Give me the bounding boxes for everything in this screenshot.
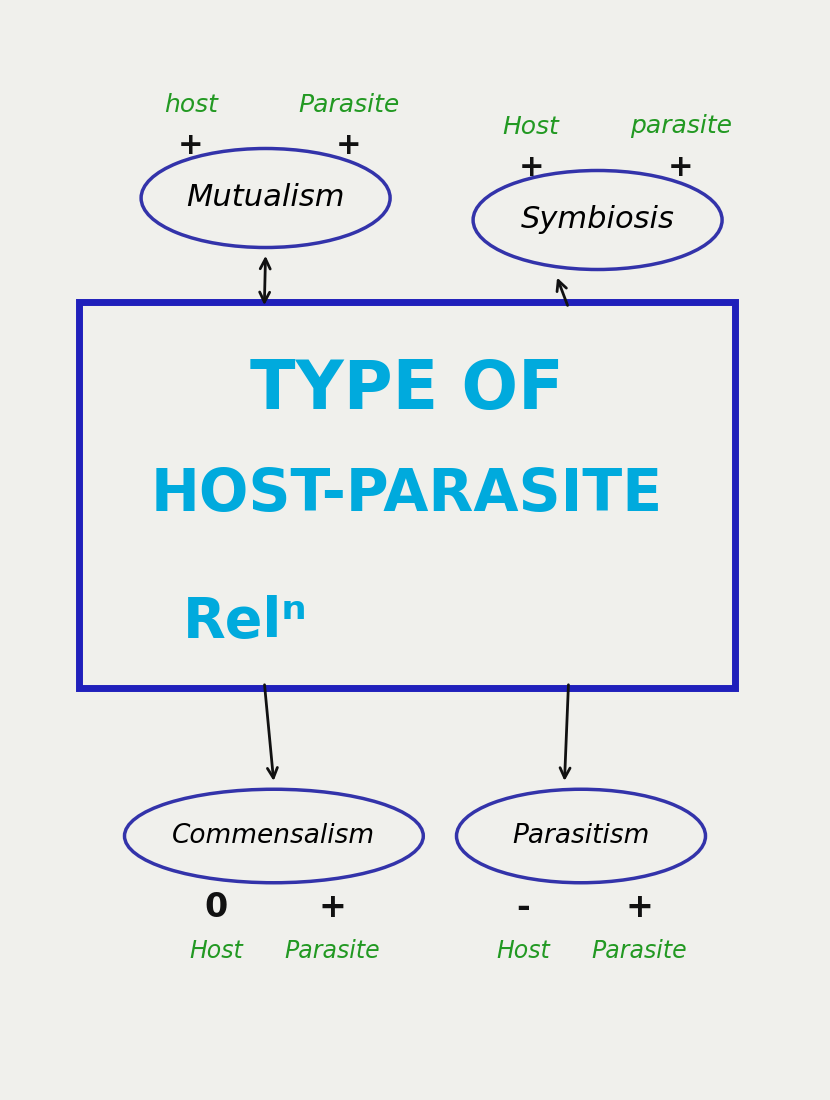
- Text: Parasite: Parasite: [298, 92, 399, 117]
- Text: +: +: [178, 131, 203, 160]
- Text: +: +: [625, 891, 653, 924]
- Text: -: -: [516, 891, 530, 924]
- Text: Host: Host: [496, 939, 549, 964]
- Text: +: +: [336, 131, 361, 160]
- Text: Parasite: Parasite: [284, 939, 380, 964]
- Text: host: host: [164, 92, 217, 117]
- Text: Parasitism: Parasitism: [512, 823, 650, 849]
- Text: +: +: [318, 891, 346, 924]
- Text: +: +: [519, 153, 544, 182]
- Text: Commensalism: Commensalism: [173, 823, 375, 849]
- Text: Parasite: Parasite: [591, 939, 687, 964]
- Text: Relⁿ: Relⁿ: [183, 595, 307, 649]
- Text: +: +: [668, 153, 693, 182]
- Text: parasite: parasite: [630, 114, 731, 139]
- Text: Host: Host: [503, 114, 559, 139]
- Text: HOST-PARASITE: HOST-PARASITE: [150, 466, 663, 524]
- Text: Symbiosis: Symbiosis: [520, 206, 675, 234]
- Text: Host: Host: [189, 939, 242, 964]
- Text: 0: 0: [204, 891, 227, 924]
- Text: TYPE OF: TYPE OF: [250, 358, 564, 424]
- Text: Mutualism: Mutualism: [187, 184, 344, 212]
